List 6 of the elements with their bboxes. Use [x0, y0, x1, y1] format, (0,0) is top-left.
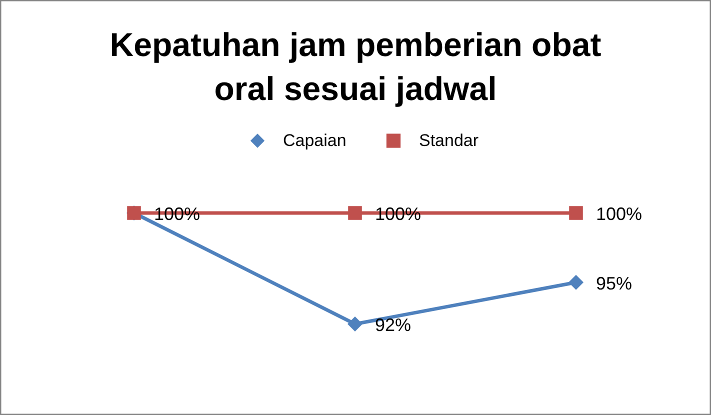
- legend-label: Standar: [419, 130, 479, 150]
- legend-label: Capaian: [283, 130, 346, 150]
- data-label: 100%: [596, 204, 642, 224]
- data-label: 92%: [375, 315, 412, 335]
- chart-title: Kepatuhan jam pemberian obat oral sesuai jadwal: [110, 26, 602, 107]
- data-label: 95%: [596, 273, 632, 294]
